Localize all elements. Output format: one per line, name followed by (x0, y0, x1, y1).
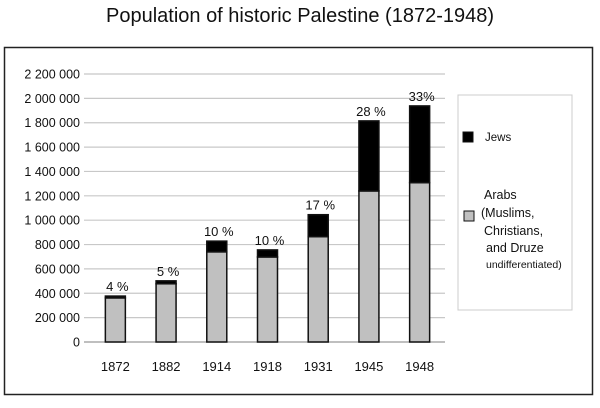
bar-arabs (206, 251, 228, 343)
legend-label-arabs: Christians, (484, 224, 543, 238)
data-label: 10 % (204, 224, 234, 239)
data-label: 4 % (106, 279, 129, 294)
y-tick-label: 1 800 000 (24, 116, 80, 130)
x-tick-label: 1914 (202, 359, 231, 374)
y-tick-label: 2 000 000 (24, 92, 80, 106)
bar-jews (104, 295, 127, 299)
y-tick-label: 1 000 000 (24, 214, 80, 228)
y-axis-ticks: 0 200 000 400 000 600 000 800 000 1 000 000 1 … (24, 68, 80, 350)
legend-label-jews: Jews (485, 132, 511, 144)
y-tick-label: 2 200 000 (24, 68, 80, 82)
bar-jews (307, 213, 329, 238)
x-tick-label: 1945 (354, 359, 383, 374)
x-tick-label: 1872 (101, 359, 130, 374)
y-tick-label: 400 000 (35, 287, 80, 301)
bar-jews (256, 249, 279, 258)
bar-arabs (104, 297, 127, 343)
bar-arabs (256, 256, 279, 343)
legend-box (457, 94, 573, 311)
legend-swatch-arabs (463, 210, 475, 222)
legend-label-arabs: and Druze (486, 241, 544, 255)
data-label: 5 % (157, 264, 180, 279)
y-tick-label: 1 600 000 (24, 141, 80, 155)
y-tick-label: 600 000 (35, 262, 80, 276)
legend-swatch-jews (462, 131, 474, 143)
bar-jews (358, 120, 380, 192)
legend-label-arabs: Arabs (484, 188, 517, 202)
chart-title: Population of historic Palestine (1872-1… (106, 5, 494, 27)
x-tick-label: 1948 (405, 359, 434, 374)
y-tick-label: 800 000 (35, 238, 80, 252)
y-tick-label: 0 (73, 336, 80, 350)
x-axis-ticks: 1872 1882 1914 1918 1931 1945 1948 (101, 359, 434, 374)
legend-label-arabs: undifferentiated) (486, 259, 562, 271)
gridlines (84, 73, 445, 343)
bar-arabs (307, 235, 329, 343)
y-tick-label: 1 200 000 (24, 189, 80, 203)
bar-jews (408, 105, 431, 184)
data-label: 17 % (305, 198, 335, 213)
x-tick-label: 1882 (152, 359, 181, 374)
bar-arabs (155, 283, 177, 343)
bar-jews (155, 280, 177, 285)
bar-arabs (358, 190, 380, 343)
bars (104, 105, 431, 343)
legend: Jews Arabs (Muslims, Christians, and Druze un… (457, 94, 573, 311)
y-tick-label: 200 000 (35, 311, 80, 325)
data-labels: 4 % 5 % 10 % 10 % 17 % 28 % 33% (106, 89, 435, 294)
data-label: 10 % (255, 233, 285, 248)
x-tick-label: 1931 (304, 359, 333, 374)
bar-jews (206, 240, 228, 253)
y-tick-label: 1 400 000 (24, 165, 80, 179)
data-label: 33% (409, 89, 435, 104)
data-label: 28 % (356, 104, 386, 119)
legend-label-arabs: (Muslims, (481, 206, 534, 220)
x-tick-label: 1918 (253, 359, 282, 374)
bar-arabs (408, 181, 431, 343)
